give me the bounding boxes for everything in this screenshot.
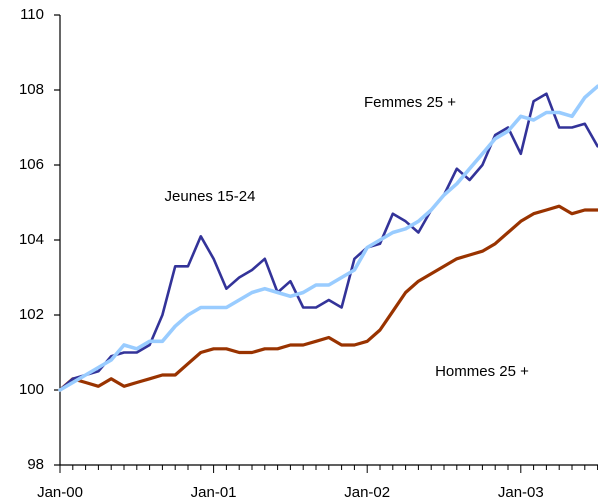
series-line [58, 84, 598, 392]
series-line [58, 92, 598, 392]
series-label: Hommes 25 + [435, 363, 529, 380]
y-tick-label: 102 [19, 306, 44, 323]
y-tick-label: 104 [19, 231, 44, 248]
series-line [58, 204, 598, 392]
series-label: Femmes 25 + [364, 94, 456, 111]
x-tick-label: Jan-02 [344, 484, 390, 501]
x-tick-label: Jan-01 [191, 484, 237, 501]
y-tick-label: 108 [19, 81, 44, 98]
x-tick-label: Jan-00 [37, 484, 83, 501]
x-tick-label: Jan-03 [498, 484, 544, 501]
y-tick-label: 110 [20, 6, 44, 23]
y-tick-label: 106 [19, 156, 44, 173]
y-tick-label: 100 [19, 381, 44, 398]
series-label: Jeunes 15-24 [165, 188, 256, 205]
y-tick-label: 98 [27, 456, 44, 473]
